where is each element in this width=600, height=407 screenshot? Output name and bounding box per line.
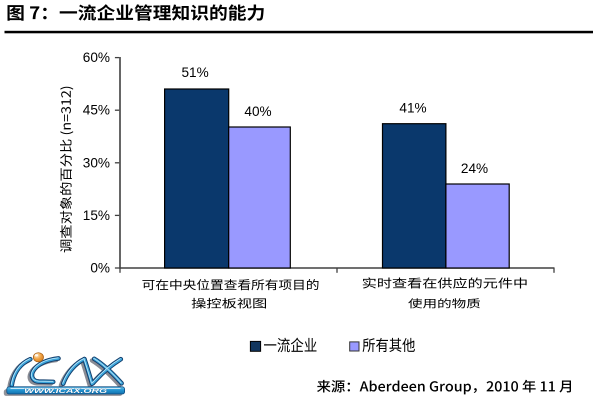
- svg-text:60%: 60%: [83, 50, 110, 65]
- svg-text:0%: 0%: [90, 260, 110, 275]
- svg-text:40%: 40%: [244, 104, 271, 119]
- svg-text:30%: 30%: [83, 155, 110, 170]
- svg-text:45%: 45%: [83, 103, 110, 118]
- svg-text:24%: 24%: [461, 161, 488, 176]
- svg-text:15%: 15%: [83, 208, 110, 223]
- svg-text:51%: 51%: [181, 65, 208, 80]
- svg-text:WWW.ICAX.ORG: WWW.ICAX.ORG: [24, 389, 108, 395]
- svg-text:41%: 41%: [399, 101, 426, 116]
